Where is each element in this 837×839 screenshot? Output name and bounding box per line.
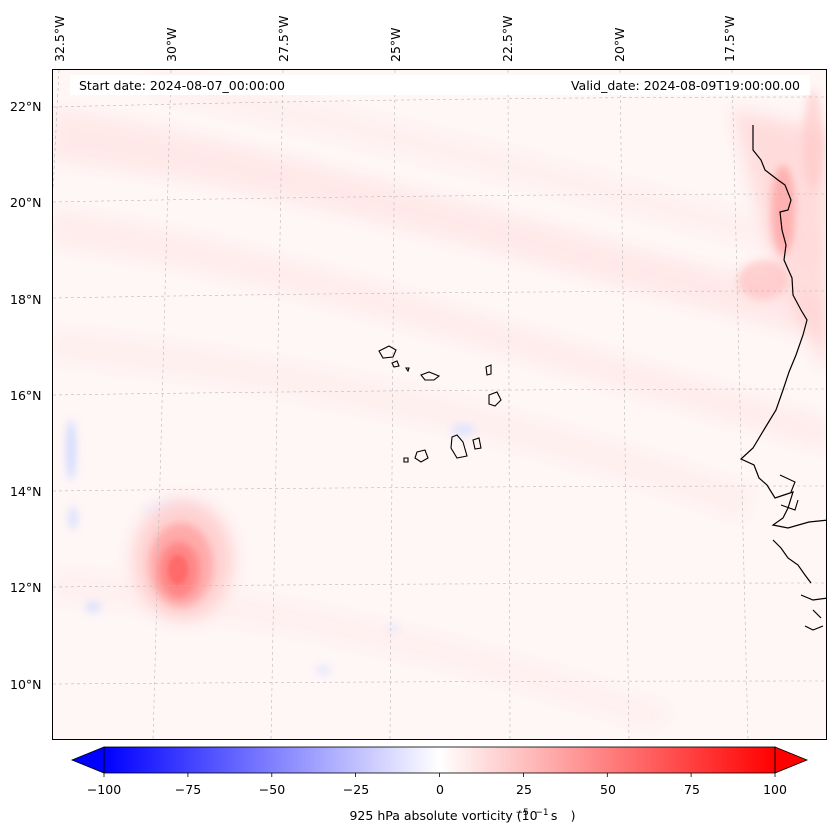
colorbar-max-extend — [774, 746, 809, 774]
island-santiago — [450, 434, 468, 459]
lat-label-14n: 14°N — [10, 484, 42, 499]
colorbar-min-extend — [70, 746, 105, 774]
lat-label-10n: 10°N — [10, 677, 42, 692]
colorbar-gradient — [104, 747, 775, 773]
cape-verde-islands — [378, 345, 502, 463]
island-sao-vicente — [391, 360, 400, 368]
island-brava — [403, 457, 409, 463]
map-info-bar — [70, 75, 810, 95]
senegal-river-mouth — [779, 474, 799, 511]
island-sao-nicolau — [420, 371, 441, 381]
island-boavista — [488, 391, 502, 407]
start-date-label: Start date: 2024-08-07_00:00:00 — [79, 78, 285, 93]
colorbar-tick-label: −50 — [258, 782, 286, 797]
island-sal — [485, 364, 492, 376]
colorbar-title: 925 hPa absolute vorticity (10−5 s−1) — [349, 808, 576, 824]
vorticity-map — [53, 70, 826, 739]
colorbar-tick-label: 0 — [436, 782, 444, 797]
colorbar-tick-label: 75 — [684, 782, 700, 797]
valid-date-label: Valid_date: 2024-08-09T19:00:00.00 — [570, 78, 800, 93]
island-santo-antao — [378, 345, 397, 359]
graticule — [53, 70, 826, 739]
lat-label-18n: 18°N — [10, 292, 42, 307]
west-africa-coastline — [739, 125, 826, 631]
colorbar-tick-label: −75 — [174, 782, 202, 797]
colorbar-tick-label: 100 — [763, 782, 787, 797]
vorticity-maximum — [133, 500, 233, 620]
island-santa-luzia — [404, 367, 410, 373]
lat-label-20n: 20°N — [10, 195, 42, 210]
map-panel — [52, 69, 827, 740]
colorbar-tick-label: 50 — [600, 782, 616, 797]
island-fogo — [414, 449, 429, 463]
lat-label-16n: 16°N — [10, 388, 42, 403]
lat-label-12n: 12°N — [10, 580, 42, 595]
lat-label-22n: 22°N — [10, 99, 42, 114]
colorbar-tick-label: −100 — [86, 782, 122, 797]
coastal-vorticity — [738, 90, 823, 300]
colorbar-tick-label: 25 — [516, 782, 532, 797]
colorbar-ticks — [103, 773, 776, 777]
colorbar-tick-label: −25 — [342, 782, 370, 797]
island-maio — [472, 437, 482, 450]
